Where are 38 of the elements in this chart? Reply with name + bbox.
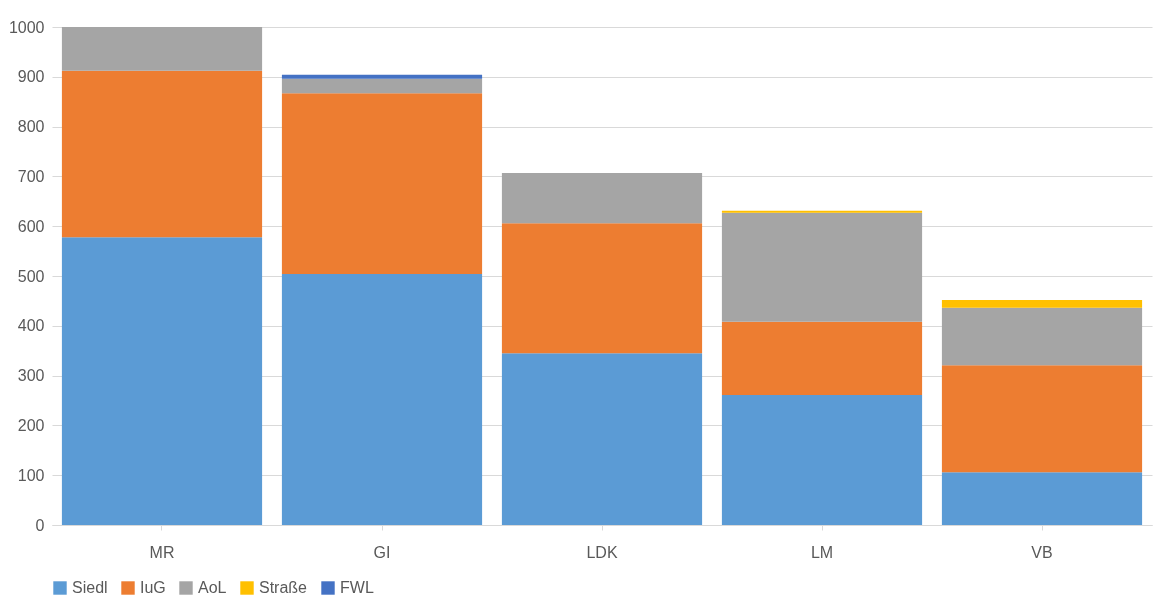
y-tick-label: 600 bbox=[17, 217, 45, 235]
y-tick-label: 0 bbox=[35, 516, 45, 534]
x-tick-label: GI bbox=[373, 543, 391, 561]
y-tick-label: 300 bbox=[17, 367, 45, 385]
bar bbox=[281, 93, 483, 275]
y-tick-label: 200 bbox=[17, 416, 45, 434]
bar bbox=[721, 321, 923, 396]
x-tick-label: MR bbox=[149, 543, 175, 561]
y-tick-label: 800 bbox=[17, 118, 45, 136]
bar bbox=[281, 78, 483, 94]
bar bbox=[941, 307, 1143, 366]
legend-label: IuG bbox=[140, 579, 166, 596]
legend-label: FWL bbox=[340, 579, 374, 596]
bar bbox=[281, 74, 483, 79]
x-tick-label: LM bbox=[810, 543, 834, 561]
bar bbox=[61, 237, 263, 525]
y-tick-label: 1000 bbox=[8, 18, 45, 36]
legend-label: AoL bbox=[198, 579, 227, 596]
bar bbox=[721, 395, 923, 525]
bar bbox=[941, 472, 1143, 525]
bar bbox=[61, 70, 263, 238]
y-tick-label: 700 bbox=[17, 167, 45, 185]
bar bbox=[501, 172, 703, 224]
bar bbox=[281, 274, 483, 525]
bar bbox=[941, 365, 1143, 473]
legend-label: Siedl bbox=[72, 579, 108, 596]
y-tick-label: 900 bbox=[17, 68, 45, 86]
bar bbox=[941, 299, 1143, 308]
x-tick-label: VB bbox=[1031, 543, 1053, 561]
y-tick-label: 100 bbox=[17, 466, 45, 484]
x-tick-label: LDK bbox=[586, 543, 618, 561]
bar bbox=[61, 27, 263, 71]
bar bbox=[721, 212, 923, 322]
y-tick-label: 500 bbox=[17, 267, 45, 285]
bar bbox=[501, 223, 703, 354]
y-tick-label: 400 bbox=[17, 317, 45, 335]
legend-label: Straße bbox=[259, 579, 308, 596]
bar bbox=[501, 353, 703, 525]
